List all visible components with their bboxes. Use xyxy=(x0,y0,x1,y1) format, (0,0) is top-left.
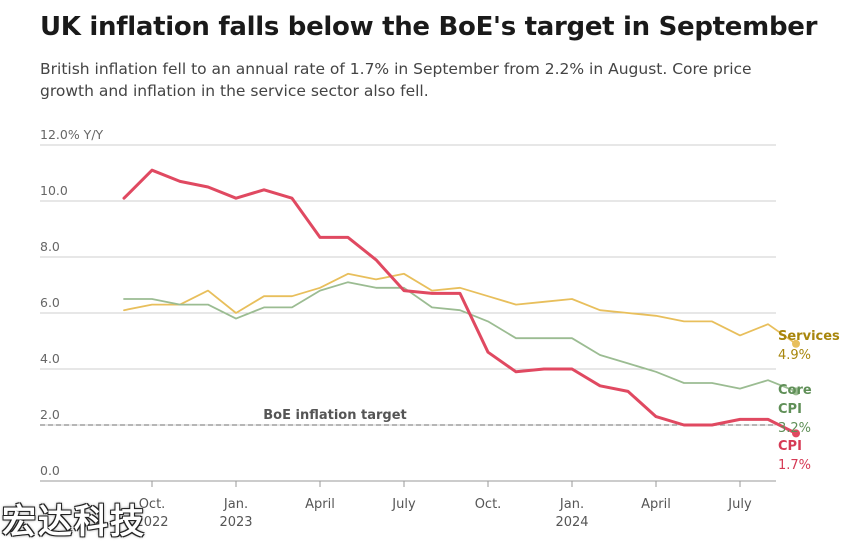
series-line-core-cpi xyxy=(123,281,797,393)
series-name-label: CPI xyxy=(778,439,802,454)
target-layer: BoE inflation target xyxy=(40,408,776,426)
x-tick-year-label: 2022 xyxy=(135,515,168,530)
series-name-label: CPI xyxy=(778,402,802,417)
series-value-label: 1.7% xyxy=(778,458,811,473)
x-axis: Oct. 2022 Jan. 2023 April July Oct. Jan. 2024 Apr… xyxy=(135,481,752,530)
series-layer xyxy=(122,168,800,438)
grid-layer: 0.0 2.0 4.0 6.0 8.0 10.0 12.0% Y/Y xyxy=(40,127,776,482)
watermark-logo: 宏达科技 xyxy=(2,502,146,542)
series-value-label: 4.9% xyxy=(778,348,811,363)
series-end-dot xyxy=(792,429,800,438)
x-tick-label: April xyxy=(305,497,335,512)
y-tick-label: 12.0% Y/Y xyxy=(40,127,104,142)
y-tick-label: 2.0 xyxy=(40,407,60,422)
series-line-cpi xyxy=(122,168,798,435)
series-name-label: Services xyxy=(778,329,840,344)
y-tick-label: 8.0 xyxy=(40,239,60,254)
series-end-dot xyxy=(792,339,800,348)
series-value-label: 3.2% xyxy=(778,421,811,436)
x-tick-label: April xyxy=(641,497,671,512)
series-name-label: Core xyxy=(778,383,812,398)
y-tick-label: 4.0 xyxy=(40,351,60,366)
x-tick-label: Jan. xyxy=(223,497,248,512)
x-tick-label: Jan. xyxy=(559,497,584,512)
x-tick-label: July xyxy=(391,497,416,512)
x-tick-year-label: 2024 xyxy=(555,515,588,530)
chart-title: UK inflation falls below the BoE's targe… xyxy=(40,12,818,42)
x-tick-label: Oct. xyxy=(475,497,502,512)
y-tick-label: 10.0 xyxy=(40,183,68,198)
x-tick-label: Oct. xyxy=(139,497,166,512)
target-label: BoE inflation target xyxy=(263,408,406,423)
series-end-dot xyxy=(792,387,800,396)
x-tick-year-label: 2023 xyxy=(219,515,252,530)
series-line-services xyxy=(123,272,797,345)
y-tick-label: 6.0 xyxy=(40,295,60,310)
label-layer: Services 4.9% Core CPI 3.2% CPI 1.7% xyxy=(778,329,840,473)
x-tick-label: July xyxy=(727,497,752,512)
y-tick-label: 0.0 xyxy=(40,463,60,478)
chart-subtitle: British inflation fell to an annual rate… xyxy=(40,60,752,100)
